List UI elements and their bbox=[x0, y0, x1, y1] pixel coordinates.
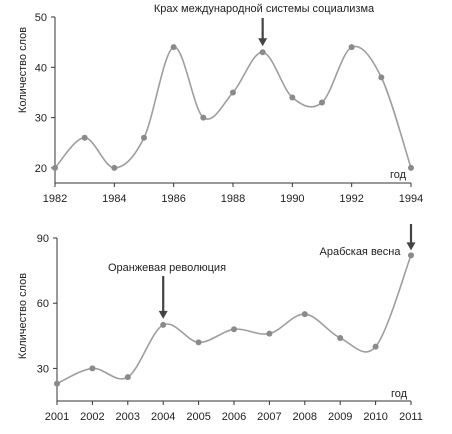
x-tick-label: 2009 bbox=[328, 411, 352, 423]
annotation-label: Арабская весна bbox=[320, 246, 402, 258]
x-tick-label: 2003 bbox=[116, 411, 140, 423]
data-point bbox=[200, 114, 207, 121]
x-tick-label: 2002 bbox=[80, 411, 104, 423]
x-tick-label: 2007 bbox=[257, 411, 281, 423]
annotation-label: Крах международной системы социализма bbox=[154, 3, 375, 15]
annotation-arrow-head bbox=[158, 310, 168, 319]
data-point bbox=[111, 164, 118, 171]
data-point bbox=[89, 365, 96, 372]
data-point bbox=[259, 49, 266, 56]
x-tick-label: 1986 bbox=[161, 193, 185, 205]
annotation-arrow-head bbox=[258, 38, 268, 47]
data-point bbox=[319, 99, 325, 106]
x-axis-title: год bbox=[390, 169, 407, 181]
data-point bbox=[231, 326, 237, 333]
data-point bbox=[160, 321, 167, 328]
annotation-arrow-head bbox=[406, 242, 416, 251]
data-point bbox=[289, 94, 296, 101]
data-point bbox=[124, 374, 131, 381]
y-tick-label: 30 bbox=[35, 113, 47, 125]
y-tick-label: 50 bbox=[35, 12, 47, 24]
x-tick-label: 1994 bbox=[399, 193, 423, 205]
series-line bbox=[54, 45, 412, 169]
data-point bbox=[170, 44, 177, 51]
y-axis-title: Количество слов bbox=[17, 27, 29, 113]
series-line bbox=[56, 254, 412, 385]
data-point bbox=[266, 330, 273, 337]
data-point bbox=[372, 343, 379, 350]
x-tick-label: 1988 bbox=[221, 193, 245, 205]
y-tick-label: 40 bbox=[35, 62, 47, 74]
x-tick-label: 1992 bbox=[339, 193, 363, 205]
x-tick-label: 2006 bbox=[222, 411, 246, 423]
y-axis-title: Количество слов bbox=[17, 273, 29, 359]
data-point bbox=[141, 134, 147, 141]
x-tick-label: 2008 bbox=[293, 411, 317, 423]
x-tick-label: 2005 bbox=[186, 411, 210, 423]
data-point bbox=[348, 44, 355, 51]
data-point bbox=[81, 134, 88, 141]
x-axis-title: год bbox=[391, 388, 408, 400]
data-point bbox=[230, 89, 236, 96]
x-tick-label: 1982 bbox=[43, 193, 67, 205]
x-tick-label: 2011 bbox=[399, 411, 423, 423]
x-tick-label: 2001 bbox=[45, 411, 69, 423]
y-tick-label: 60 bbox=[37, 298, 49, 310]
data-point bbox=[337, 334, 344, 341]
y-tick-label: 90 bbox=[37, 233, 49, 245]
chart-2001-2011: 30 60 90 2001 2002 2003 2004 2005 2006 2007 2008 20… bbox=[17, 224, 423, 423]
x-tick-label: 2010 bbox=[363, 411, 387, 423]
data-point bbox=[54, 380, 60, 387]
data-point bbox=[195, 339, 202, 346]
x-tick-label: 1990 bbox=[280, 193, 304, 205]
data-point bbox=[378, 74, 385, 81]
data-point bbox=[52, 164, 58, 171]
y-tick-label: 30 bbox=[37, 363, 49, 375]
y-tick-label: 20 bbox=[35, 163, 47, 175]
chart-1982-1994: 20 30 40 50 1982 1984 1986 1988 1990 1992 1994 Коли… bbox=[17, 3, 423, 205]
data-point bbox=[408, 164, 414, 171]
data-point bbox=[408, 252, 414, 259]
data-point bbox=[301, 311, 308, 318]
x-tick-label: 2004 bbox=[151, 411, 175, 423]
x-tick-label: 1984 bbox=[102, 193, 126, 205]
annotation-label: Оранжевая революция bbox=[108, 262, 226, 274]
